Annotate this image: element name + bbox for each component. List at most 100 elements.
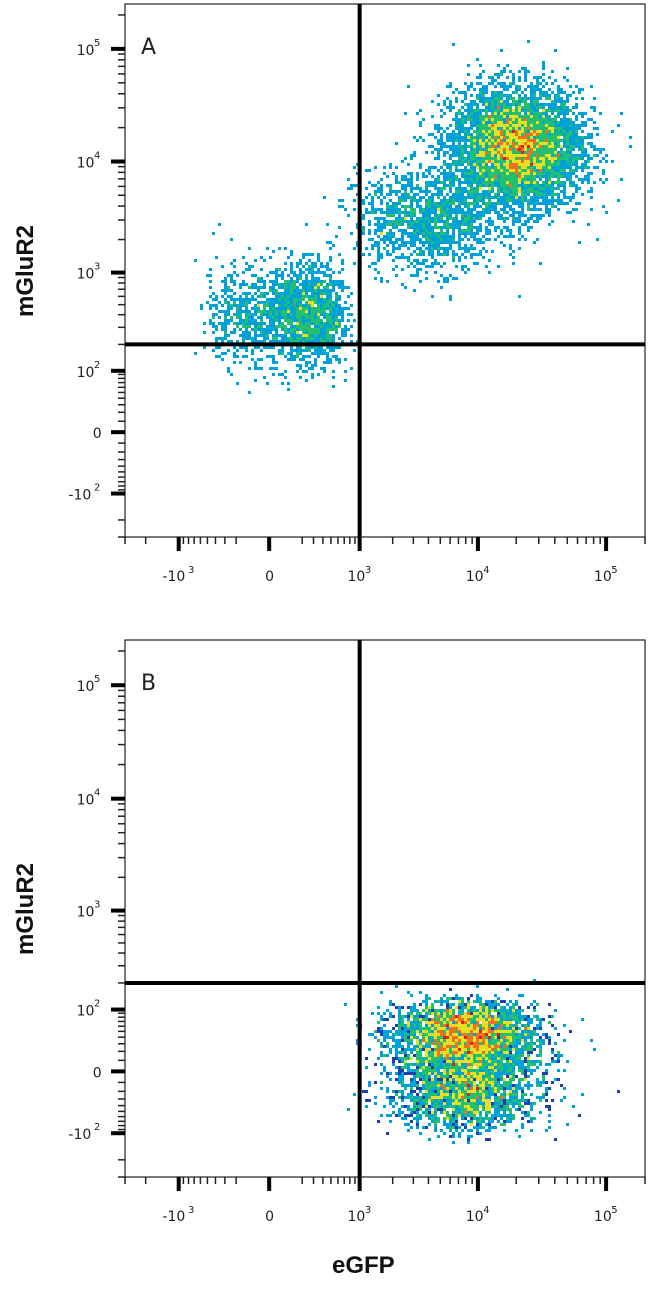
event-point: [236, 274, 239, 277]
event-point: [452, 142, 455, 145]
event-point: [431, 262, 434, 265]
event-point: [431, 226, 434, 229]
event-point: [509, 115, 512, 118]
event-point: [566, 196, 569, 199]
event-point: [536, 175, 539, 178]
event-point: [275, 325, 278, 328]
event-point: [551, 184, 554, 187]
event-point: [392, 214, 395, 217]
event-point: [518, 166, 521, 169]
event-point: [455, 112, 458, 115]
event-point: [548, 1036, 551, 1039]
event-point: [536, 1027, 539, 1030]
event-point: [566, 202, 569, 205]
event-point: [290, 268, 293, 271]
event-point: [326, 340, 329, 343]
event-point: [332, 289, 335, 292]
event-point: [500, 1039, 503, 1042]
event-point: [395, 175, 398, 178]
event-point: [458, 169, 461, 172]
event-point: [524, 220, 527, 223]
event-point: [242, 298, 245, 301]
event-point: [329, 325, 332, 328]
event-point: [467, 1057, 470, 1060]
event-point: [500, 1066, 503, 1069]
event-point: [566, 1060, 569, 1063]
event-point: [290, 262, 293, 265]
event-point: [476, 1063, 479, 1066]
event-point: [470, 1045, 473, 1048]
event-point: [500, 91, 503, 94]
event-point: [554, 127, 557, 130]
event-point: [425, 1054, 428, 1057]
event-point: [215, 256, 218, 259]
event-point: [524, 157, 527, 160]
event-point: [470, 148, 473, 151]
event-point: [602, 181, 605, 184]
event-point: [503, 160, 506, 163]
event-point: [557, 145, 560, 148]
event-point: [449, 169, 452, 172]
event-point: [533, 979, 536, 982]
event-point: [521, 166, 524, 169]
event-point: [449, 82, 452, 85]
event-point: [245, 346, 248, 349]
event-point: [485, 1021, 488, 1024]
event-point: [488, 1057, 491, 1060]
event-point: [566, 133, 569, 136]
event-point: [419, 163, 422, 166]
event-point: [410, 1027, 413, 1030]
event-point: [530, 175, 533, 178]
event-point: [431, 181, 434, 184]
event-point: [419, 229, 422, 232]
event-point: [476, 238, 479, 241]
event-point: [440, 235, 443, 238]
event-point: [506, 112, 509, 115]
event-point: [467, 157, 470, 160]
event-point: [479, 1039, 482, 1042]
event-point: [425, 1003, 428, 1006]
event-point: [554, 79, 557, 82]
event-point: [302, 322, 305, 325]
event-point: [524, 151, 527, 154]
event-point: [455, 121, 458, 124]
event-point: [227, 349, 230, 352]
event-point: [422, 1036, 425, 1039]
event-point: [458, 208, 461, 211]
event-point: [512, 217, 515, 220]
event-point: [512, 181, 515, 184]
event-point: [449, 106, 452, 109]
event-point: [548, 214, 551, 217]
event-point: [458, 1012, 461, 1015]
event-point: [518, 184, 521, 187]
event-point: [296, 280, 299, 283]
event-point: [539, 1024, 542, 1027]
event-point: [431, 151, 434, 154]
event-point: [446, 238, 449, 241]
event-point: [446, 136, 449, 139]
event-point: [224, 292, 227, 295]
event-point: [512, 121, 515, 124]
event-point: [422, 250, 425, 253]
event-point: [407, 1066, 410, 1069]
event-point: [533, 1030, 536, 1033]
event-point: [449, 241, 452, 244]
event-point: [485, 196, 488, 199]
event-point: [422, 220, 425, 223]
event-point: [533, 1015, 536, 1018]
event-point: [551, 220, 554, 223]
event-point: [494, 163, 497, 166]
event-point: [446, 214, 449, 217]
event-point: [422, 1063, 425, 1066]
event-point: [296, 304, 299, 307]
event-point: [527, 133, 530, 136]
event-point: [287, 340, 290, 343]
event-point: [500, 49, 503, 52]
event-point: [332, 313, 335, 316]
event-point: [551, 205, 554, 208]
event-point: [482, 1045, 485, 1048]
event-point: [419, 121, 422, 124]
event-point: [449, 103, 452, 106]
event-point: [485, 238, 488, 241]
event-point: [257, 289, 260, 292]
